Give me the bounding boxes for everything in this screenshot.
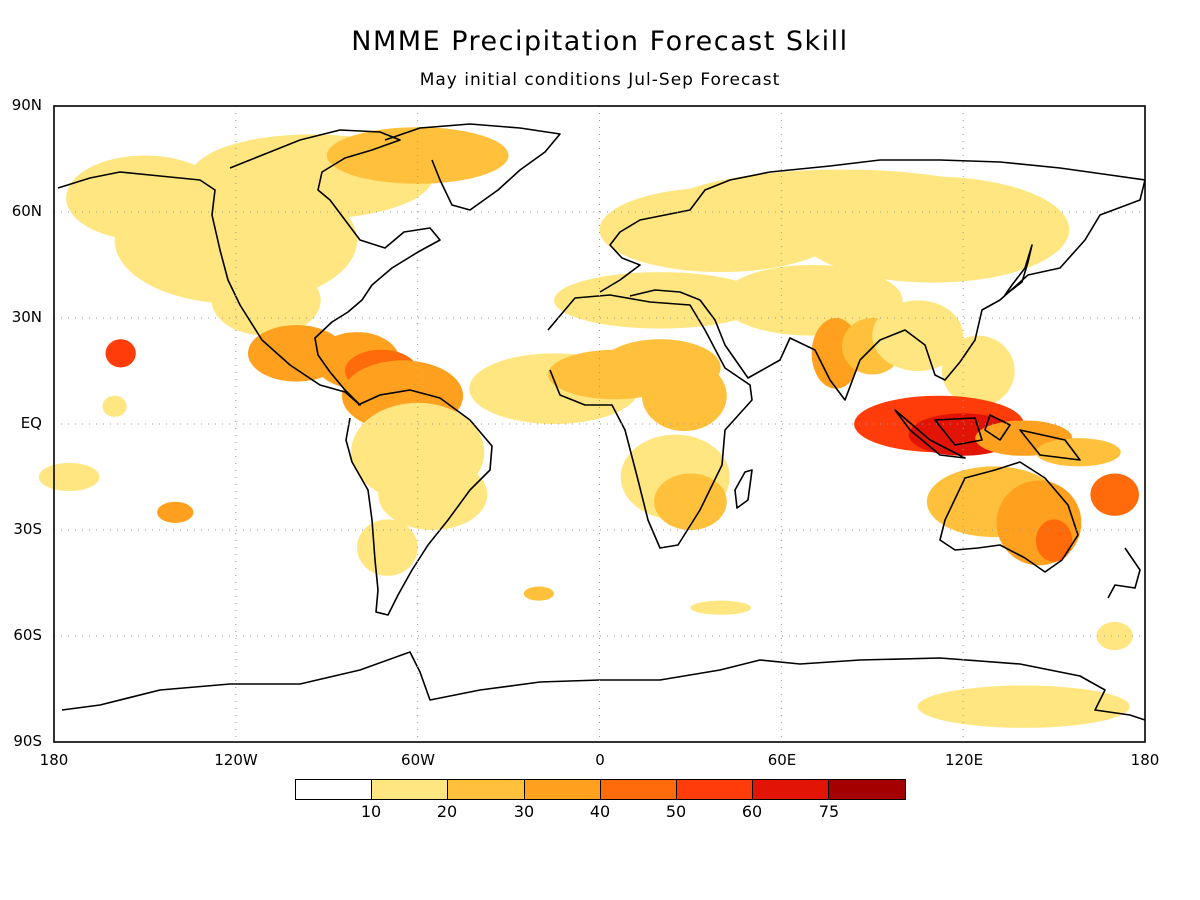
coastline-north-america	[57, 129, 441, 406]
skill-shading-patch	[105, 339, 136, 368]
skill-shading-patch	[654, 473, 727, 530]
lat-label-60n: 60N	[11, 202, 42, 220]
lon-label-60w: 60W	[401, 751, 435, 769]
colorbar-tick-label: 50	[665, 802, 687, 821]
lat-label-90n: 90N	[11, 96, 42, 114]
coastline-indonesia	[894, 409, 1081, 461]
colorbar-swatch	[676, 779, 754, 800]
lat-label-30n: 30N	[11, 308, 42, 326]
chart-title: NMME Precipitation Forecast Skill	[351, 26, 849, 57]
skill-shading-patch	[641, 360, 727, 432]
map-frame	[53, 105, 1146, 743]
skill-shading-patch	[378, 459, 488, 530]
skill-shading-patch	[941, 335, 1015, 407]
colorbar	[295, 779, 906, 800]
colorbar-tick-label: 20	[436, 802, 458, 821]
skill-shading-patch	[66, 155, 224, 241]
lat-label-eq: EQ	[20, 414, 42, 432]
lon-label-0: 0	[595, 751, 605, 769]
skill-shading-patch	[157, 501, 194, 523]
colorbar-swatch	[523, 779, 601, 800]
chart-subtitle: May initial conditions Jul-Sep Forecast	[419, 70, 781, 90]
skill-shading-patch	[690, 600, 752, 615]
coastline-south-america	[345, 389, 493, 616]
colorbar-tick-label: 60	[741, 802, 763, 821]
skill-shading-patch	[211, 265, 321, 336]
lon-label-120w: 120W	[214, 751, 258, 769]
colorbar-tick-label: 75	[818, 802, 840, 821]
colorbar-swatch	[447, 779, 525, 800]
colorbar-tick-label: 10	[360, 802, 382, 821]
skill-shading-patch	[554, 272, 767, 329]
colorbar-tick-label: 40	[589, 802, 611, 821]
skill-shading-patch	[357, 519, 418, 576]
skill-shading-patch	[720, 265, 903, 336]
coastline-japan	[1004, 244, 1033, 296]
coastline-antarctica	[61, 651, 1146, 721]
colorbar-swatch	[371, 779, 449, 800]
colorbar-swatch	[752, 779, 830, 800]
lon-label-180e: 180	[1130, 751, 1160, 769]
coastline-australia	[939, 461, 1079, 573]
coastline-new-zealand	[1107, 547, 1141, 599]
coastline-madagascar	[734, 469, 753, 509]
lat-label-30s: 30S	[13, 520, 42, 538]
skill-shading-patch	[523, 586, 555, 601]
colorbar-swatch	[828, 779, 906, 800]
skill-shading-patch	[1096, 621, 1133, 651]
lon-label-60e: 60E	[767, 751, 797, 769]
lon-label-120e: 120E	[944, 751, 984, 769]
colorbar-tick-label: 30	[513, 802, 535, 821]
skill-shading-patch	[796, 176, 1070, 283]
colorbar-swatch	[599, 779, 677, 800]
skill-shading-patch	[917, 685, 1130, 728]
skill-shading-patch	[102, 395, 127, 417]
skill-shading-patch	[1035, 519, 1073, 562]
coastline-africa	[547, 294, 753, 549]
skill-shading-patch	[38, 462, 100, 492]
lat-label-60s: 60S	[13, 626, 42, 644]
skill-shading-patch	[1035, 438, 1121, 467]
colorbar-swatch	[295, 779, 373, 800]
skill-shading	[38, 127, 1139, 728]
lon-label-180w: 180	[39, 751, 69, 769]
coastline-greenland	[384, 123, 561, 211]
coastlines	[57, 123, 1146, 721]
gridlines	[54, 106, 1145, 742]
lat-label-90s: 90S	[13, 732, 42, 750]
skill-shading-patch	[1090, 473, 1139, 516]
